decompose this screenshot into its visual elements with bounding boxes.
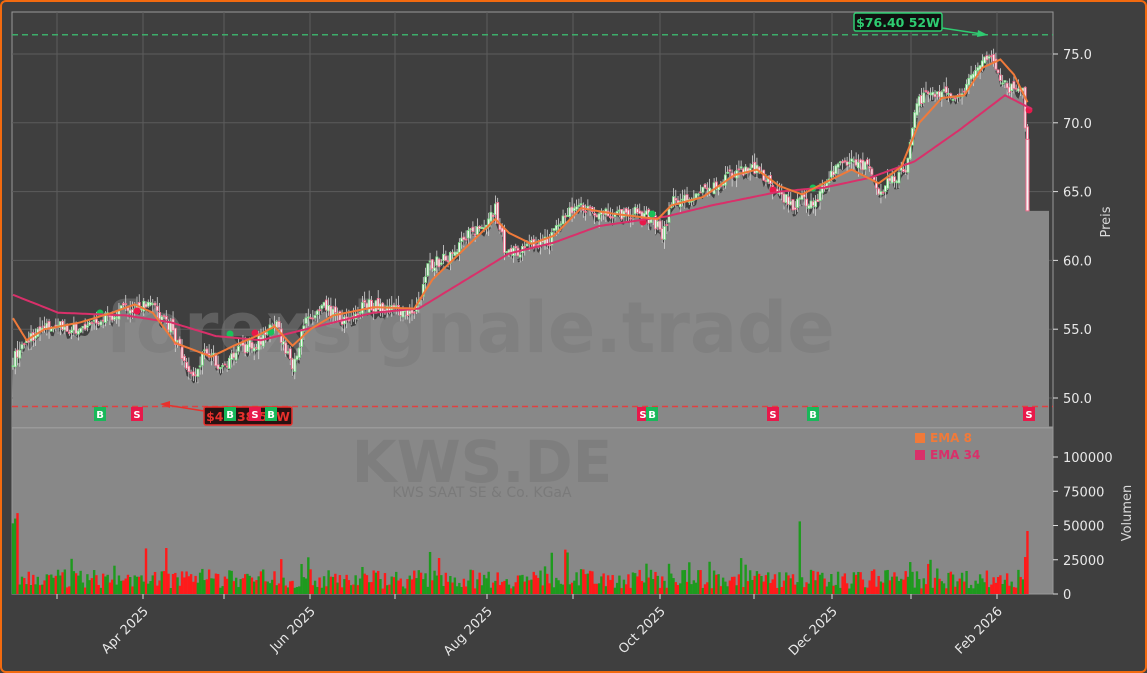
svg-text:75.0: 75.0	[1063, 48, 1092, 63]
buy-signal: B	[265, 407, 277, 421]
svg-text:Jun 2025: Jun 2025	[267, 604, 319, 656]
svg-text:70.0: 70.0	[1063, 117, 1092, 132]
svg-text:B: B	[226, 410, 234, 421]
legend: EMA 8 EMA 34	[915, 431, 980, 462]
svg-text:B: B	[96, 410, 104, 421]
buy-signal: B	[646, 407, 658, 421]
svg-text:0: 0	[1063, 588, 1071, 603]
ema8-line	[12, 58, 1029, 358]
high-52w-annotation: $76.40 52W	[853, 12, 988, 37]
volume-axis-label: Volumen	[1120, 485, 1135, 542]
sell-signal: S	[1023, 407, 1035, 421]
svg-text:B: B	[267, 410, 275, 421]
arrow-icon	[160, 401, 170, 408]
svg-text:60.0: 60.0	[1063, 254, 1092, 269]
legend-swatch-ema34	[915, 450, 925, 460]
ticker-watermark: KWS.DE	[352, 428, 613, 496]
arrow-icon	[977, 30, 988, 37]
volume-bars	[11, 513, 1029, 594]
svg-text:S: S	[251, 410, 258, 421]
svg-text:65.0: 65.0	[1063, 186, 1092, 201]
high-52w-label: $76.40 52W	[856, 15, 940, 30]
volume-panel	[11, 427, 1054, 595]
svg-text:S: S	[639, 410, 646, 421]
sell-signal: S	[767, 407, 779, 421]
legend-ema34: EMA 34	[930, 448, 980, 462]
svg-text:100000: 100000	[1063, 451, 1113, 466]
svg-text:B: B	[648, 410, 656, 421]
svg-text:Feb 2026: Feb 2026	[953, 604, 1006, 657]
svg-text:Oct 2025: Oct 2025	[616, 604, 669, 657]
svg-text:S: S	[1025, 410, 1032, 421]
low-52w-label: $49.38 52W	[206, 409, 290, 424]
volume-axis: 0 25000 50000 75000 100000	[1053, 451, 1113, 603]
legend-ema8: EMA 8	[930, 431, 972, 445]
sell-signal: S	[131, 407, 143, 421]
legend-swatch-ema8	[915, 433, 925, 443]
price-axis-label: Preis	[1099, 206, 1114, 237]
price-axis: 50.0 55.0 60.0 65.0 70.0 75.0	[1053, 48, 1092, 407]
watermark: forexsignale.trade	[105, 287, 834, 369]
svg-text:75000: 75000	[1063, 485, 1104, 500]
svg-text:Apr 2025: Apr 2025	[99, 604, 152, 657]
sell-signal: S	[249, 407, 261, 421]
svg-text:25000: 25000	[1063, 554, 1104, 569]
svg-text:55.0: 55.0	[1063, 323, 1092, 338]
buy-signal: B	[807, 407, 819, 421]
svg-text:S: S	[769, 410, 776, 421]
svg-text:S: S	[133, 410, 140, 421]
buy-signal: B	[224, 407, 236, 421]
time-axis: Apr 2025 Jun 2025 Aug 2025 Oct 2025 Dec 2025…	[56, 594, 1006, 659]
svg-text:B: B	[809, 410, 817, 421]
svg-text:Aug 2025: Aug 2025	[441, 604, 496, 659]
ema34-line	[12, 94, 1033, 342]
company-watermark: KWS SAAT SE & Co. KGaA	[392, 485, 572, 501]
svg-text:50.0: 50.0	[1063, 392, 1092, 407]
buy-signal: B	[94, 407, 106, 421]
svg-text:Dec 2025: Dec 2025	[786, 604, 841, 659]
svg-text:50000: 50000	[1063, 520, 1104, 535]
